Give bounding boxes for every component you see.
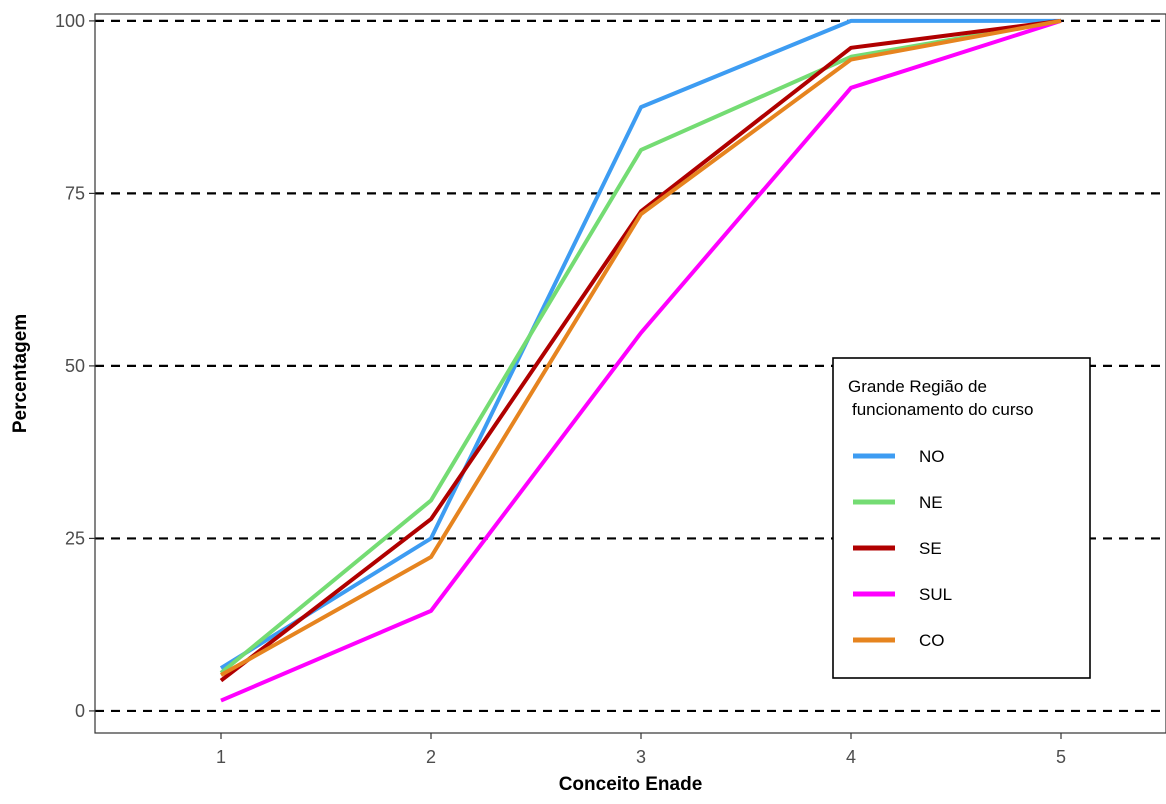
legend-title-line-1: Grande Região de xyxy=(848,377,987,396)
legend-title-line-2: funcionamento do curso xyxy=(852,400,1033,419)
legend-label-co: CO xyxy=(919,631,945,650)
series-line-sul xyxy=(220,18,1062,703)
legend-label-no: NO xyxy=(919,447,945,466)
x-tick-label: 2 xyxy=(426,747,436,767)
series-lines xyxy=(219,18,1062,703)
y-tick-label: 25 xyxy=(65,528,85,548)
series-line-co xyxy=(220,18,1062,677)
legend: Grande Região de funcionamento do curso … xyxy=(832,357,1091,679)
x-axis: 1 2 3 4 5 xyxy=(216,733,1066,767)
y-tick-label: 0 xyxy=(75,701,85,721)
legend-items: NO NE SE SUL CO xyxy=(853,447,952,650)
y-tick-label: 100 xyxy=(55,11,85,31)
x-tick-label: 3 xyxy=(636,747,646,767)
x-tick-label: 1 xyxy=(216,747,226,767)
legend-label-ne: NE xyxy=(919,493,943,512)
plot-border xyxy=(94,13,1166,734)
gridlines xyxy=(95,19,1166,713)
y-tick-label: 75 xyxy=(65,183,85,203)
legend-box xyxy=(832,357,1091,679)
y-tick-label: 50 xyxy=(65,356,85,376)
y-axis-title: Percentagem xyxy=(10,314,31,433)
series-line-se xyxy=(219,18,1062,683)
x-tick-label: 5 xyxy=(1056,747,1066,767)
y-axis: 0 25 50 75 100 xyxy=(55,11,95,721)
legend-label-se: SE xyxy=(919,539,942,558)
x-axis-title: Conceito Enade xyxy=(559,774,703,795)
series-line-no xyxy=(219,18,1061,670)
x-tick-label: 4 xyxy=(846,747,856,767)
legend-label-sul: SUL xyxy=(919,585,952,604)
